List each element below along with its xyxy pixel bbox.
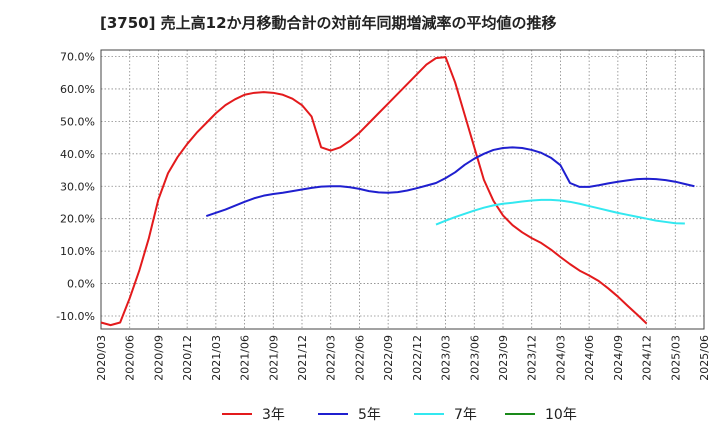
y-tick-label: -10.0% [56, 310, 95, 323]
series-layer [100, 56, 695, 327]
y-tick-label: 60.0% [60, 83, 95, 96]
y-tick-label: 20.0% [60, 213, 95, 226]
x-axis-ticks: 2020/03 2020/06 2020/09 2020/12 2021/03 2021/… [95, 335, 711, 381]
x-tick-label: 2021/03 [210, 335, 223, 381]
x-tick-label: 2024/09 [612, 335, 625, 381]
x-tick-label: 2025/06 [698, 335, 711, 381]
x-tick-label: 2024/06 [583, 335, 596, 381]
x-tick-label: 2021/12 [296, 335, 309, 381]
x-tick-label: 2023/03 [440, 335, 453, 381]
y-tick-label: 0.0% [67, 278, 95, 291]
chart-title: [3750] 売上高12か月移動合計の対前年同期増減率の平均値の推移 [100, 14, 557, 32]
x-tick-label: 2024/12 [641, 335, 654, 381]
series-line [205, 146, 695, 218]
x-tick-label: 2024/03 [554, 335, 567, 381]
x-tick-label: 2022/12 [411, 335, 424, 381]
x-tick-label: 2023/09 [497, 335, 510, 381]
y-tick-label: 50.0% [60, 115, 95, 128]
plot-area-background [101, 50, 704, 329]
x-tick-label: 2020/03 [95, 335, 108, 381]
series-line [100, 56, 648, 327]
x-tick-label: 2020/06 [124, 335, 137, 381]
x-tick-label: 2022/09 [382, 335, 395, 381]
legend-label: 3年 [262, 407, 285, 423]
legend-label: 5年 [358, 407, 381, 423]
y-tick-label: 10.0% [60, 245, 95, 258]
legend-label: 7年 [454, 407, 477, 423]
legend-label: 10年 [545, 407, 577, 423]
legend: 3年 5年 7年 10年 [222, 407, 577, 423]
y-axis-ticks: -10.0% 0.0% 10.0% 20.0% 30.0% 40.0% 50.0% 60.0%… [56, 50, 95, 323]
y-tick-label: 70.0% [60, 50, 95, 63]
x-tick-label: 2020/12 [181, 335, 194, 381]
plot-frame [100, 49, 705, 330]
series-line [435, 198, 685, 226]
x-tick-label: 2021/09 [267, 335, 280, 381]
x-tick-label: 2021/06 [239, 335, 252, 381]
x-tick-label: 2025/03 [669, 335, 682, 381]
y-tick-label: 40.0% [60, 148, 95, 161]
y-tick-label: 30.0% [60, 180, 95, 193]
x-tick-label: 2022/06 [353, 335, 366, 381]
x-tick-label: 2023/06 [468, 335, 481, 381]
x-tick-label: 2023/12 [526, 335, 539, 381]
x-tick-label: 2022/03 [325, 335, 338, 381]
x-tick-label: 2020/09 [152, 335, 165, 381]
grid-layer [100, 50, 705, 329]
